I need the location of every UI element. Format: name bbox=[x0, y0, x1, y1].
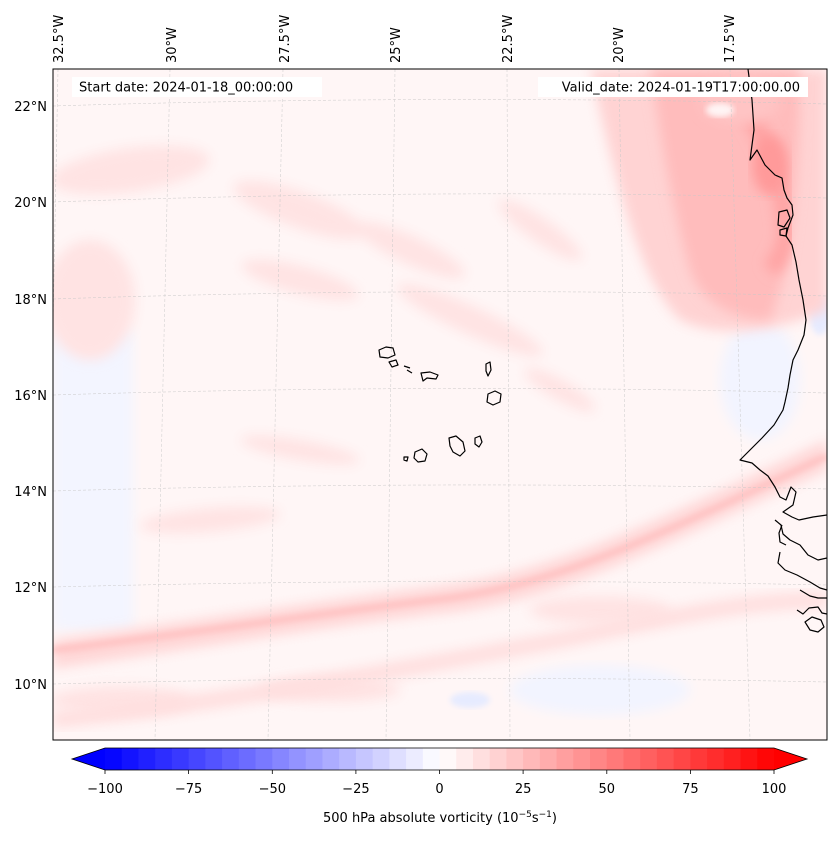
colorbar-segment bbox=[121, 748, 140, 770]
lon-label: 20°W bbox=[612, 27, 627, 63]
valid-date-banner bbox=[538, 77, 808, 97]
colorbar-segment bbox=[740, 748, 758, 770]
lat-label: 20°N bbox=[14, 196, 47, 211]
colorbar-segment bbox=[238, 748, 257, 770]
colorbar-tick-label: −50 bbox=[259, 782, 286, 797]
colorbar-segment bbox=[188, 748, 206, 770]
colorbar-segment bbox=[489, 748, 508, 770]
start-date-banner bbox=[72, 77, 322, 97]
colorbar-segment bbox=[640, 748, 658, 770]
colorbar-segment bbox=[339, 748, 357, 770]
lon-label: 25°W bbox=[389, 27, 404, 63]
colorbar-segment bbox=[523, 748, 541, 770]
valid-date-text: Valid_date: 2024-01-19T17:00:00.00 bbox=[562, 81, 800, 96]
coastline bbox=[378, 69, 827, 633]
west-africa-coastline bbox=[739, 69, 827, 521]
cape-verde-islands bbox=[378, 346, 502, 463]
colorbar-segment bbox=[222, 748, 240, 770]
colorbar-segment bbox=[171, 748, 190, 770]
colorbar-tick-label: 25 bbox=[515, 782, 532, 797]
colorbar: −100 −75 −50 −25 0 25 50 75 100 500 hPa … bbox=[70, 747, 809, 826]
colorbar-segment bbox=[472, 748, 491, 770]
colorbar-segment bbox=[623, 748, 641, 770]
colorbar-segment bbox=[155, 748, 173, 770]
colorbar-tick-label: 50 bbox=[599, 782, 616, 797]
lat-label: 22°N bbox=[14, 100, 47, 115]
colorbar-tick-label: −75 bbox=[175, 782, 202, 797]
colorbar-segment bbox=[305, 748, 324, 770]
colorbar-tick-label: −100 bbox=[87, 782, 123, 797]
lat-label: 12°N bbox=[14, 581, 47, 596]
colorbar-segment bbox=[205, 748, 223, 770]
colorbar-label: 500 hPa absolute vorticity (10−5s−1) bbox=[323, 810, 557, 826]
colorbar-segment bbox=[355, 748, 374, 770]
colorbar-segment bbox=[105, 748, 123, 770]
gridlines bbox=[53, 69, 827, 740]
longitude-labels: 32.5°W 30°W 27.5°W 25°W 22.5°W 20°W 17.5… bbox=[52, 15, 738, 63]
colorbar-segment bbox=[138, 748, 156, 770]
lon-label: 17.5°W bbox=[723, 15, 738, 63]
colorbar-segment bbox=[439, 748, 457, 770]
colorbar-extend-min bbox=[72, 748, 105, 770]
colorbar-ticks bbox=[104, 770, 775, 774]
colorbar-segment bbox=[456, 748, 474, 770]
colorbar-segment bbox=[255, 748, 273, 770]
lon-label: 32.5°W bbox=[52, 15, 67, 63]
colorbar-segment bbox=[556, 748, 574, 770]
colorbar-tick-label: 0 bbox=[435, 782, 443, 797]
colorbar-tick-label: 100 bbox=[762, 782, 787, 797]
colorbar-segment bbox=[372, 748, 390, 770]
lat-label: 14°N bbox=[14, 485, 47, 500]
map-frame bbox=[52, 68, 828, 741]
latitude-labels: 22°N 20°N 18°N 16°N 14°N 12°N 10°N bbox=[14, 100, 47, 693]
colorbar-segment bbox=[673, 748, 691, 770]
colorbar-segment bbox=[723, 748, 742, 770]
colorbar-tick-labels: −100 −75 −50 −25 0 25 50 75 100 bbox=[87, 782, 786, 797]
colorbar-segment bbox=[506, 748, 524, 770]
colorbar-extend-max bbox=[774, 748, 807, 770]
lat-label: 10°N bbox=[14, 678, 47, 693]
colorbar-segment bbox=[322, 748, 340, 770]
colorbar-segment bbox=[539, 748, 558, 770]
colorbar-segment bbox=[606, 748, 625, 770]
colorbar-segment bbox=[422, 748, 441, 770]
start-date-text: Start date: 2024-01-18_00:00:00 bbox=[79, 81, 293, 96]
colorbar-segment bbox=[288, 748, 307, 770]
colorbar-segment bbox=[757, 748, 775, 770]
map-panel: Start date: 2024-01-18_00:00:00 Valid_da… bbox=[52, 68, 828, 741]
lon-label: 30°W bbox=[165, 27, 180, 63]
colorbar-segment bbox=[656, 748, 675, 770]
lon-label: 27.5°W bbox=[278, 15, 293, 63]
colorbar-segments bbox=[105, 748, 775, 770]
colorbar-segment bbox=[573, 748, 591, 770]
colorbar-segment bbox=[389, 748, 407, 770]
lat-label: 18°N bbox=[14, 293, 47, 308]
colorbar-segment bbox=[406, 748, 424, 770]
colorbar-segment bbox=[590, 748, 608, 770]
colorbar-segment bbox=[690, 748, 708, 770]
colorbar-segment bbox=[272, 748, 290, 770]
colorbar-tick-label: −25 bbox=[342, 782, 369, 797]
lon-label: 22.5°W bbox=[501, 15, 516, 63]
lat-label: 16°N bbox=[14, 389, 47, 404]
colorbar-tick-label: 75 bbox=[682, 782, 699, 797]
colorbar-segment bbox=[707, 748, 725, 770]
